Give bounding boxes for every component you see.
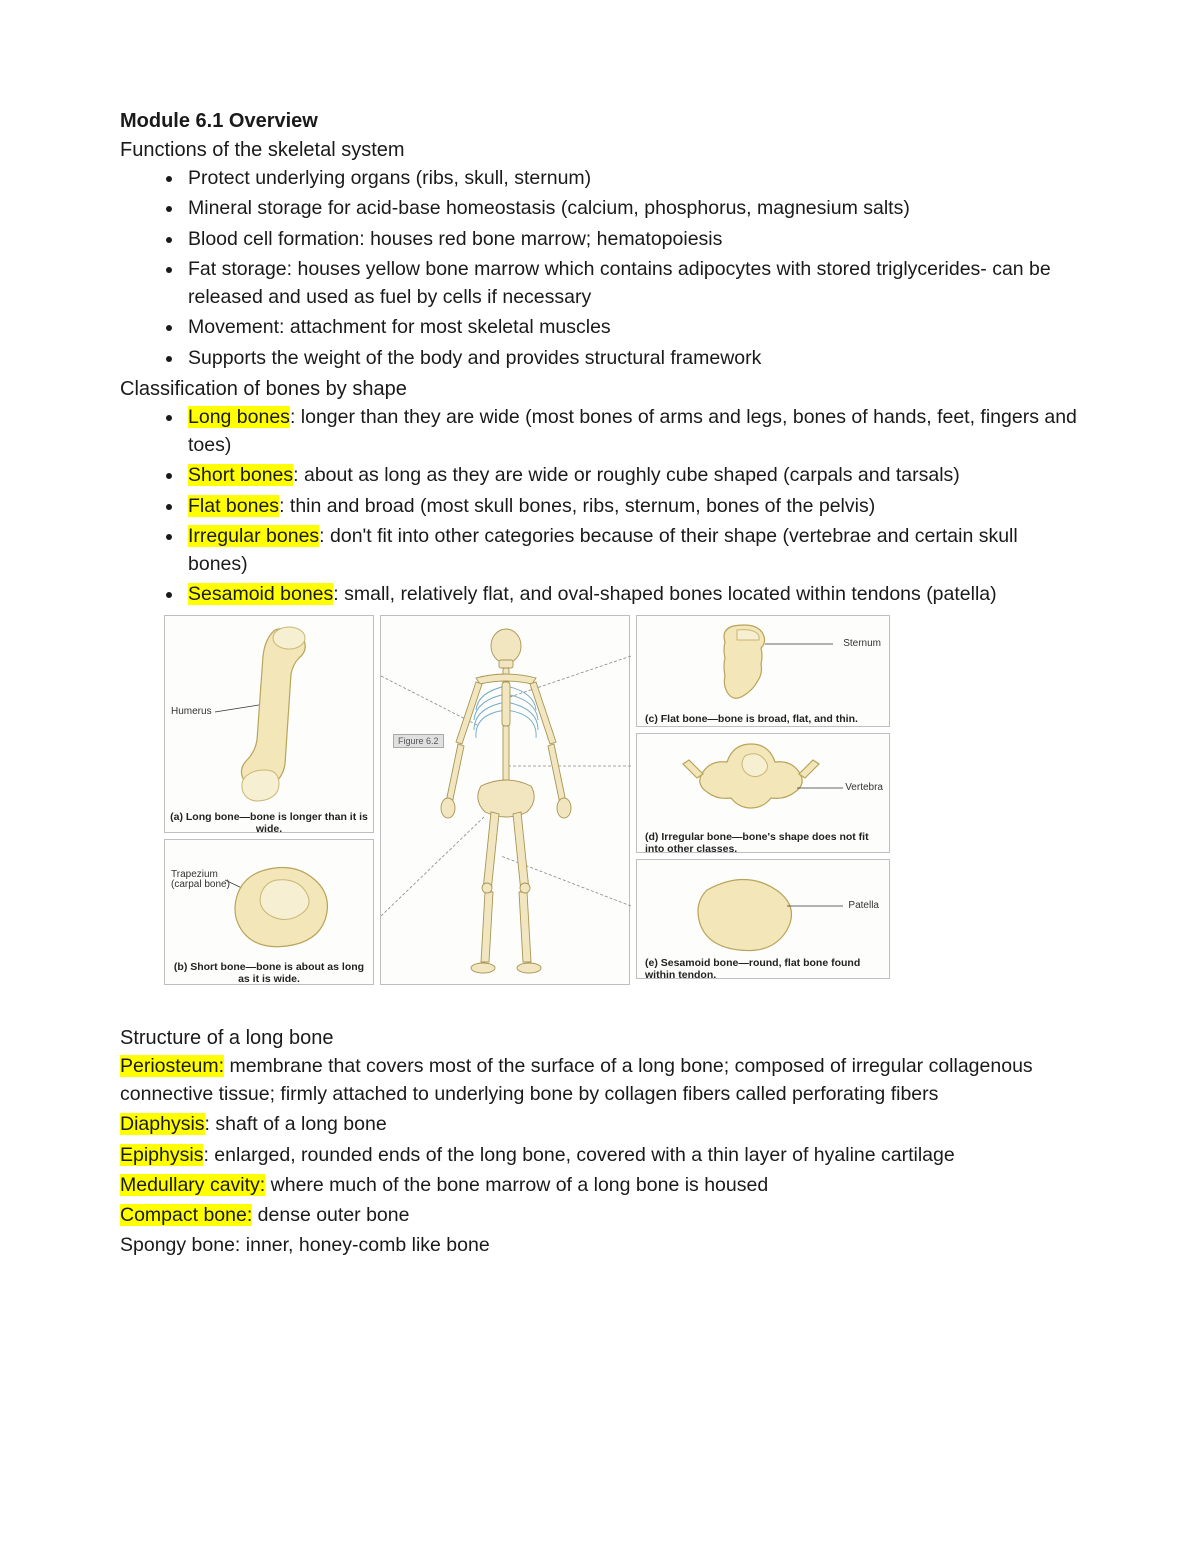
list-item: Sesamoid bones: small, relatively flat, … [184, 580, 1080, 608]
structure-item: Periosteum: membrane that covers most of… [120, 1052, 1080, 1109]
list-item: Flat bones: thin and broad (most skull b… [184, 492, 1080, 520]
bone-shapes-figure: Humerus (a) Long bone—bone is longer tha… [164, 615, 894, 985]
list-item: Movement: attachment for most skeletal m… [184, 313, 1080, 341]
list-item: Supports the weight of the body and prov… [184, 344, 1080, 372]
list-item: Protect underlying organs (ribs, skull, … [184, 164, 1080, 192]
vertebra-icon [637, 734, 891, 826]
trapezium-label: Trapezium (carpal bone) [171, 870, 230, 890]
trapezium-icon [165, 840, 375, 956]
highlight-term: Irregular bones [188, 525, 319, 547]
term-rest: : small, relatively flat, and oval-shape… [333, 583, 996, 605]
term-rest: : thin and broad (most skull bones, ribs… [279, 495, 875, 517]
term-rest: where much of the bone marrow of a long … [265, 1174, 768, 1196]
panel-flat-bone: Sternum (c) Flat bone—bone is broad, fla… [636, 615, 890, 727]
term-rest: : longer than they are wide (most bones … [188, 406, 1077, 456]
panel-caption: (a) Long bone—bone is longer than it is … [165, 809, 373, 839]
structure-item: Epiphysis: enlarged, rounded ends of the… [120, 1141, 1080, 1169]
structure-heading: Structure of a long bone [120, 1027, 1080, 1050]
term-rest: dense outer bone [252, 1204, 409, 1226]
panel-caption: (e) Sesamoid bone—round, flat bone found… [637, 955, 889, 985]
highlight-term: Short bones [188, 464, 293, 486]
structure-item-plain: Spongy bone: inner, honey-comb like bone [120, 1231, 1080, 1259]
list-item: Irregular bones: don't fit into other ca… [184, 522, 1080, 579]
sternum-icon [637, 616, 891, 708]
functions-list: Protect underlying organs (ribs, skull, … [120, 164, 1080, 372]
term-rest: membrane that covers most of the surface… [120, 1055, 1033, 1105]
list-item: Long bones: longer than they are wide (m… [184, 403, 1080, 460]
highlight-term: Periosteum: [120, 1055, 224, 1077]
highlight-term: Sesamoid bones [188, 583, 333, 605]
classification-heading: Classification of bones by shape [120, 378, 1080, 401]
figure-badge: Figure 6.2 [393, 734, 444, 748]
patella-label: Patella [848, 900, 879, 911]
structure-item: Compact bone: dense outer bone [120, 1201, 1080, 1229]
panel-irregular-bone: Vertebra (d) Irregular bone—bone's shape… [636, 733, 890, 853]
humerus-label: Humerus [171, 706, 212, 717]
functions-heading: Functions of the skeletal system [120, 139, 1080, 162]
panel-caption: (b) Short bone—bone is about as long as … [165, 959, 373, 989]
highlight-term: Diaphysis [120, 1113, 205, 1135]
panel-long-bone: Humerus (a) Long bone—bone is longer tha… [164, 615, 374, 833]
structure-item: Diaphysis: shaft of a long bone [120, 1110, 1080, 1138]
term-rest: : enlarged, rounded ends of the long bon… [203, 1144, 954, 1166]
skeleton-icon [381, 616, 631, 986]
highlight-term: Compact bone: [120, 1204, 252, 1226]
panel-caption: (d) Irregular bone—bone's shape does not… [637, 829, 889, 859]
highlight-term: Flat bones [188, 495, 279, 517]
document-page: Module 6.1 Overview Functions of the ske… [0, 0, 1200, 1553]
figure-right-column: Sternum (c) Flat bone—bone is broad, fla… [636, 615, 890, 985]
panel-skeleton: Figure 6.2 [380, 615, 630, 985]
highlight-term: Medullary cavity: [120, 1174, 265, 1196]
highlight-term: Long bones [188, 406, 290, 428]
list-item: Mineral storage for acid-base homeostasi… [184, 194, 1080, 222]
list-item: Fat storage: houses yellow bone marrow w… [184, 255, 1080, 312]
list-item: Short bones: about as long as they are w… [184, 461, 1080, 489]
panel-sesamoid-bone: Patella (e) Sesamoid bone—round, flat bo… [636, 859, 890, 979]
panel-short-bone: Trapezium (carpal bone) (b) Short bone—b… [164, 839, 374, 985]
vertebra-label: Vertebra [845, 782, 883, 793]
sternum-label: Sternum [843, 638, 881, 649]
term-rest: : about as long as they are wide or roug… [293, 464, 960, 486]
classification-list: Long bones: longer than they are wide (m… [120, 403, 1080, 609]
page-title: Module 6.1 Overview [120, 110, 1080, 133]
highlight-term: Epiphysis [120, 1144, 203, 1166]
structure-item: Medullary cavity: where much of the bone… [120, 1171, 1080, 1199]
term-rest: : shaft of a long bone [205, 1113, 387, 1135]
panel-caption: (c) Flat bone—bone is broad, flat, and t… [637, 711, 889, 729]
figure-left-column: Humerus (a) Long bone—bone is longer tha… [164, 615, 374, 985]
list-item: Blood cell formation: houses red bone ma… [184, 225, 1080, 253]
